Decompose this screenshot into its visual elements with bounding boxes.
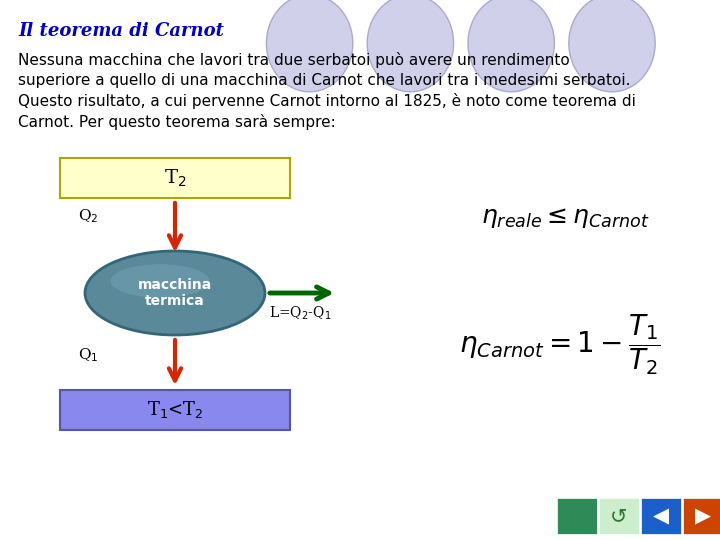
FancyBboxPatch shape: [641, 498, 681, 534]
Text: L=Q$_2$-Q$_1$: L=Q$_2$-Q$_1$: [269, 305, 331, 322]
FancyBboxPatch shape: [557, 498, 597, 534]
Text: $\eta_{Carnot} = 1 - \dfrac{T_1}{T_2}$: $\eta_{Carnot} = 1 - \dfrac{T_1}{T_2}$: [459, 313, 661, 377]
Ellipse shape: [468, 0, 554, 92]
Text: T$_1$<T$_2$: T$_1$<T$_2$: [147, 400, 203, 421]
Text: ▶: ▶: [695, 506, 711, 526]
Text: ↺: ↺: [611, 506, 628, 526]
Ellipse shape: [569, 0, 655, 92]
Text: Q$_2$: Q$_2$: [78, 207, 99, 225]
Ellipse shape: [110, 264, 210, 298]
Text: macchina
termica: macchina termica: [138, 278, 212, 308]
Ellipse shape: [266, 0, 353, 92]
Ellipse shape: [367, 0, 454, 92]
Ellipse shape: [85, 251, 265, 335]
FancyBboxPatch shape: [599, 498, 639, 534]
Text: Il teorema di Carnot: Il teorema di Carnot: [18, 22, 224, 40]
FancyBboxPatch shape: [60, 158, 290, 198]
Text: ◀: ◀: [653, 506, 669, 526]
Text: T$_2$: T$_2$: [163, 167, 186, 188]
Text: Nessuna macchina che lavori tra due serbatoi può avere un rendimento
superiore a: Nessuna macchina che lavori tra due serb…: [18, 52, 636, 130]
FancyBboxPatch shape: [683, 498, 720, 534]
FancyBboxPatch shape: [60, 390, 290, 430]
Text: Q$_1$: Q$_1$: [78, 346, 99, 364]
Text: $\eta_{reale} \leq \eta_{Carnot}$: $\eta_{reale} \leq \eta_{Carnot}$: [481, 206, 649, 230]
